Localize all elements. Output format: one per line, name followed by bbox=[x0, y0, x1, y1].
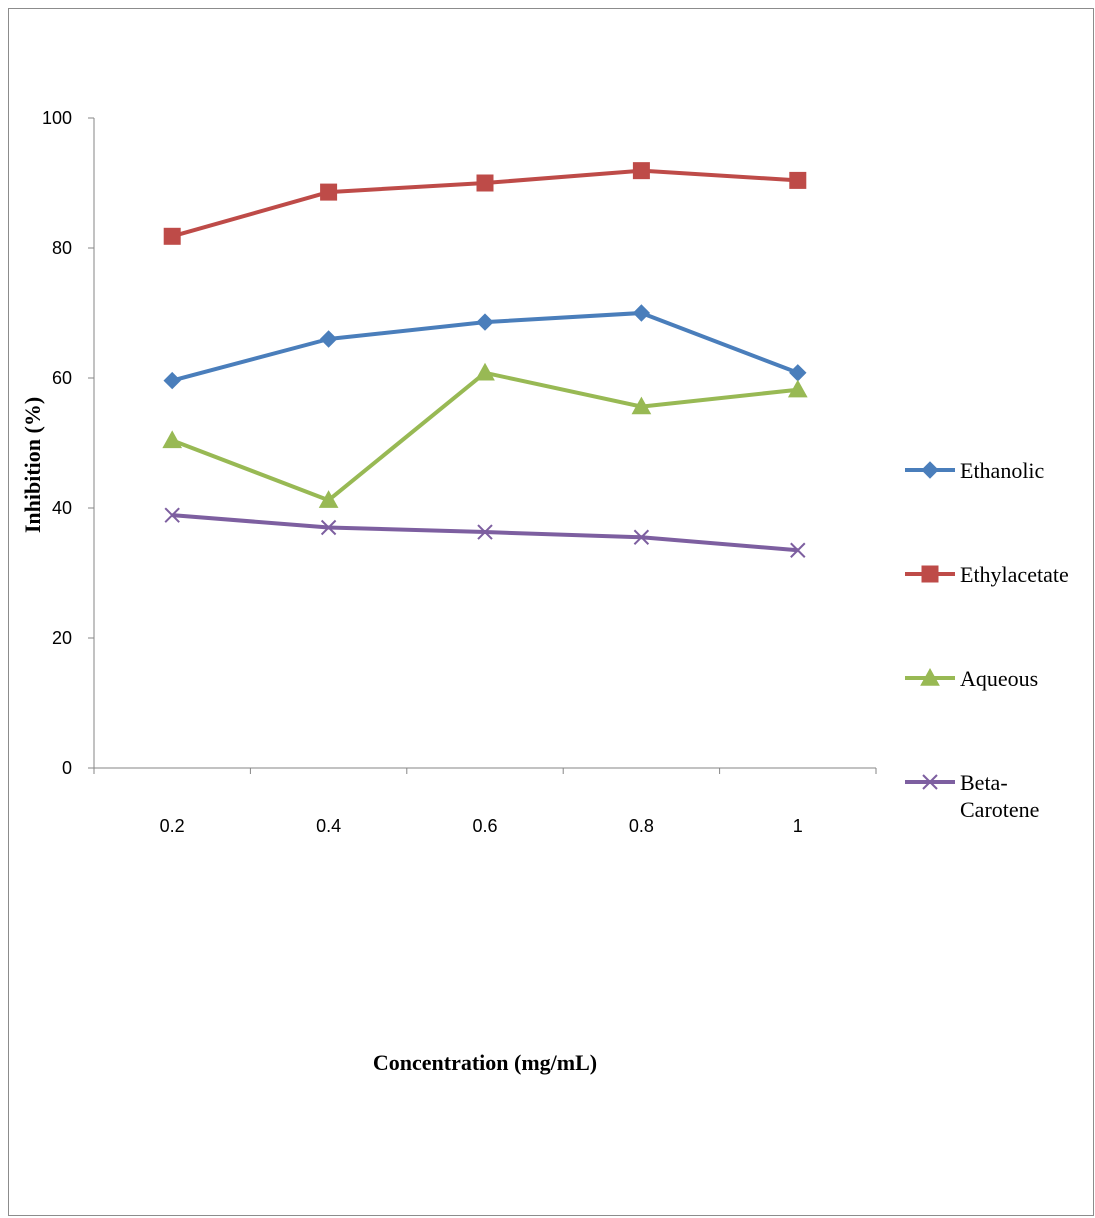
data-point bbox=[789, 364, 807, 382]
data-point bbox=[164, 507, 180, 523]
data-point bbox=[632, 162, 650, 180]
y-tick-label: 80 bbox=[52, 238, 72, 258]
series-beta-carotene bbox=[164, 507, 806, 558]
data-point bbox=[162, 430, 183, 449]
legend-label: Aqueous bbox=[960, 666, 1038, 691]
legend-label: Ethylacetate bbox=[960, 562, 1069, 587]
legend-label: Beta- bbox=[960, 770, 1008, 795]
legend: Ethanolic Ethylacetate Aqueous Beta-Caroten… bbox=[905, 458, 1069, 822]
legend-marker bbox=[920, 667, 940, 686]
series-layer bbox=[162, 162, 808, 558]
data-point bbox=[790, 542, 806, 558]
y-tick-label: 100 bbox=[42, 108, 72, 128]
data-point bbox=[163, 371, 181, 390]
data-point bbox=[320, 519, 337, 536]
legend-marker bbox=[921, 461, 939, 479]
series-ethylacetate bbox=[163, 162, 807, 245]
chart-frame bbox=[8, 8, 1094, 1216]
data-point bbox=[477, 524, 493, 540]
legend-item: Ethylacetate bbox=[905, 562, 1069, 587]
data-point bbox=[163, 227, 181, 245]
legend-label: Ethanolic bbox=[960, 458, 1045, 483]
y-tick-label: 20 bbox=[52, 628, 72, 648]
data-point bbox=[632, 304, 651, 322]
data-point bbox=[787, 379, 808, 398]
data-point bbox=[633, 529, 650, 545]
series-aqueous bbox=[162, 362, 808, 508]
legend-marker bbox=[922, 774, 938, 790]
series-ethanolic bbox=[163, 304, 807, 390]
y-tick-label: 60 bbox=[52, 368, 72, 388]
axes: 0 20 40 60 80 100 0.2 0.4 0.6 0.8 1 bbox=[42, 108, 877, 836]
data-point bbox=[789, 171, 807, 189]
x-tick-label: 1 bbox=[793, 816, 803, 836]
legend-label: Carotene bbox=[960, 797, 1039, 822]
series-line bbox=[171, 370, 799, 503]
x-tick-label: 0.4 bbox=[316, 816, 341, 836]
data-point bbox=[476, 174, 494, 192]
y-axis-title: Inhibition (%) bbox=[20, 397, 45, 533]
legend-item: Ethanolic bbox=[905, 458, 1045, 483]
x-tick-label: 0.8 bbox=[629, 816, 654, 836]
y-tick-label: 40 bbox=[52, 498, 72, 518]
x-axis-title: Concentration (mg/mL) bbox=[373, 1050, 597, 1075]
x-tick-label: 0.2 bbox=[160, 816, 185, 836]
data-point bbox=[475, 362, 495, 381]
y-tick-label: 0 bbox=[62, 758, 72, 778]
data-point bbox=[318, 490, 339, 508]
data-point bbox=[631, 396, 652, 415]
data-point bbox=[319, 330, 338, 348]
data-point bbox=[476, 313, 494, 331]
data-point bbox=[320, 183, 338, 201]
legend-item: Aqueous bbox=[905, 666, 1038, 691]
x-tick-label: 0.6 bbox=[472, 816, 497, 836]
legend-marker bbox=[921, 565, 939, 583]
legend-item: Beta-Carotene bbox=[905, 770, 1039, 822]
